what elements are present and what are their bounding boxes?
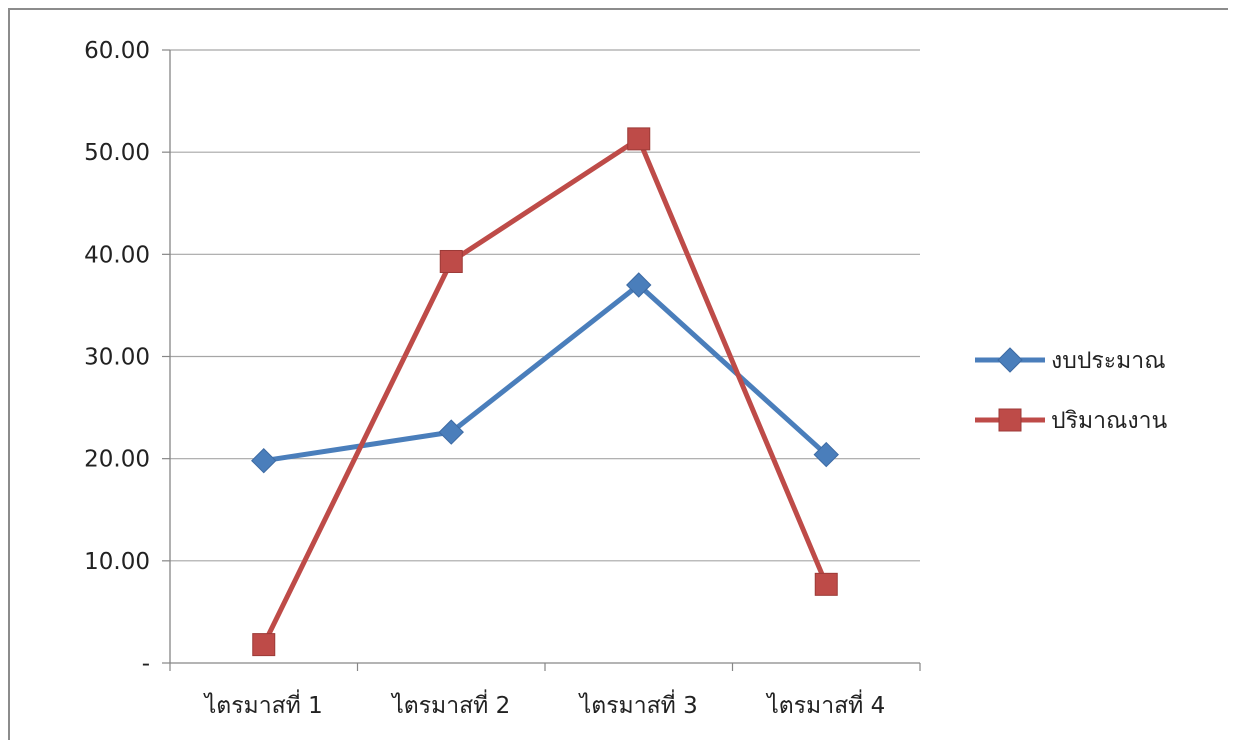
- series-2: [252, 127, 838, 657]
- data-point-marker: [251, 448, 277, 474]
- series-lines: [251, 127, 839, 657]
- x-tick-label: ไตรมาสที่ 1: [203, 689, 323, 719]
- y-tick-label: 20.00: [84, 447, 150, 473]
- chart-frame: - 10.00 20.00 30.00 40.00 50.00 60.00 ไตรมาสที…: [8, 8, 1228, 740]
- data-point-marker: [252, 633, 276, 657]
- x-tick-label: ไตรมาสที่ 3: [578, 689, 698, 719]
- line-chart: - 10.00 20.00 30.00 40.00 50.00 60.00 ไตรมาสที…: [84, 38, 1168, 719]
- data-point-marker: [626, 272, 652, 298]
- data-point-marker: [814, 572, 838, 596]
- y-tick-label: 10.00: [84, 549, 150, 575]
- x-axis-tick-labels: ไตรมาสที่ 1 ไตรมาสที่ 2 ไตรมาสที่ 3 ไตรมาสท…: [203, 689, 886, 719]
- data-point-marker: [627, 127, 651, 151]
- gridlines: [170, 49, 920, 562]
- x-tick-label: ไตรมาสที่ 2: [390, 689, 510, 719]
- y-tick-label: 60.00: [84, 38, 150, 64]
- series-line: [263, 282, 828, 464]
- legend-entry: ปริมาณงาน: [975, 408, 1168, 434]
- legend-marker: [998, 408, 1022, 432]
- y-tick-label: 50.00: [84, 140, 150, 166]
- x-tick-label: ไตรมาสที่ 4: [765, 689, 885, 719]
- data-point-marker: [813, 441, 839, 468]
- legend-entry: งบประมาณ: [975, 347, 1166, 374]
- y-tick-label: -: [142, 651, 150, 677]
- data-point-marker: [438, 419, 464, 445]
- legend-label: งบประมาณ: [1051, 348, 1166, 374]
- y-axis-tick-labels: - 10.00 20.00 30.00 40.00 50.00 60.00: [84, 38, 150, 677]
- legend-label: ปริมาณงาน: [1051, 408, 1168, 434]
- axes: [162, 49, 921, 671]
- legend-marker: [997, 347, 1023, 373]
- y-tick-label: 30.00: [84, 345, 150, 371]
- data-point-marker: [439, 249, 463, 273]
- y-tick-label: 40.00: [84, 242, 150, 268]
- series-1: [251, 272, 839, 474]
- series-line: [261, 136, 829, 646]
